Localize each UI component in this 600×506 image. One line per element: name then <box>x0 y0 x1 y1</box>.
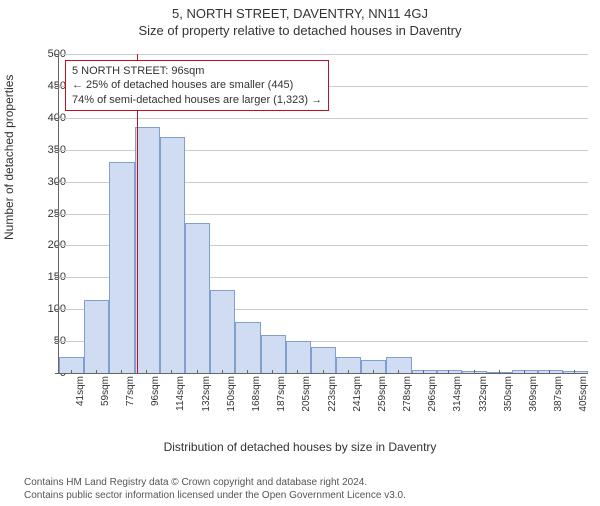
x-tick-mark <box>171 370 172 373</box>
histogram-bar <box>462 371 487 373</box>
x-tick: 77sqm <box>125 376 136 406</box>
x-tick: 314sqm <box>452 376 463 412</box>
x-tick: 168sqm <box>251 376 262 412</box>
histogram-bar <box>135 127 160 373</box>
x-tick-mark <box>574 370 575 373</box>
histogram-bar <box>235 322 260 373</box>
histogram-bar <box>336 357 361 373</box>
x-tick: 59sqm <box>100 376 111 406</box>
x-tick: 387sqm <box>553 376 564 412</box>
x-tick-mark <box>96 370 97 373</box>
x-tick-mark <box>398 370 399 373</box>
x-tick: 296sqm <box>427 376 438 412</box>
x-tick-mark <box>323 370 324 373</box>
x-tick-mark <box>71 370 72 373</box>
footer-attribution: Contains HM Land Registry data © Crown c… <box>24 477 406 502</box>
x-tick: 223sqm <box>327 376 338 412</box>
x-tick: 41sqm <box>75 376 86 406</box>
histogram-bar <box>109 162 134 373</box>
x-tick: 241sqm <box>352 376 363 412</box>
x-tick: 187sqm <box>276 376 287 412</box>
histogram-bar <box>386 357 411 373</box>
x-tick-mark <box>474 370 475 373</box>
callout-line-2: ← 25% of detached houses are smaller (44… <box>72 78 322 92</box>
x-tick: 114sqm <box>175 376 186 411</box>
chart-container: Number of detached properties 0501001502… <box>0 50 600 460</box>
x-tick: 150sqm <box>226 376 237 412</box>
histogram-bar <box>512 370 537 373</box>
x-tick-mark <box>297 370 298 373</box>
x-tick-mark <box>222 370 223 373</box>
footer-line-1: Contains HM Land Registry data © Crown c… <box>24 477 406 490</box>
x-tick-mark <box>197 370 198 373</box>
x-tick: 132sqm <box>201 376 212 412</box>
chart-page: 5, NORTH STREET, DAVENTRY, NN11 4GJ Size… <box>0 6 600 506</box>
x-tick-mark <box>499 370 500 373</box>
page-subtitle: Size of property relative to detached ho… <box>0 23 600 38</box>
footer-line-2: Contains public sector information licen… <box>24 490 406 503</box>
y-axis-label: Number of detached properties <box>2 75 16 240</box>
x-tick-mark <box>549 370 550 373</box>
histogram-bar <box>261 335 286 373</box>
histogram-bar <box>538 370 563 373</box>
x-tick-mark <box>348 370 349 373</box>
histogram-bar <box>84 300 109 373</box>
x-tick-mark <box>448 370 449 373</box>
histogram-bar <box>361 360 386 373</box>
histogram-bar <box>59 357 84 373</box>
x-axis-label: Distribution of detached houses by size … <box>0 440 600 454</box>
x-tick-mark <box>247 370 248 373</box>
x-tick-mark <box>373 370 374 373</box>
histogram-bar <box>563 371 588 373</box>
callout-line-3: 74% of semi-detached houses are larger (… <box>72 93 322 107</box>
x-tick: 350sqm <box>503 376 514 412</box>
histogram-bar <box>185 223 210 373</box>
x-tick-mark <box>524 370 525 373</box>
x-tick: 332sqm <box>478 376 489 412</box>
histogram-bar <box>412 370 437 373</box>
x-tick-mark <box>423 370 424 373</box>
page-title: 5, NORTH STREET, DAVENTRY, NN11 4GJ <box>0 6 600 21</box>
histogram-bar <box>487 372 512 373</box>
callout-line-1: 5 NORTH STREET: 96sqm <box>72 64 322 78</box>
histogram-bar <box>160 137 185 373</box>
x-tick-mark <box>272 370 273 373</box>
x-tick: 369sqm <box>528 376 539 412</box>
histogram-bar <box>437 370 462 373</box>
x-tick: 96sqm <box>150 376 161 406</box>
histogram-bar <box>210 290 235 373</box>
x-tick-mark <box>121 370 122 373</box>
x-tick: 405sqm <box>578 376 589 412</box>
x-tick: 259sqm <box>377 376 388 412</box>
x-tick: 278sqm <box>402 376 413 412</box>
x-tick: 205sqm <box>301 376 312 412</box>
callout-box: 5 NORTH STREET: 96sqm ← 25% of detached … <box>65 60 329 111</box>
x-tick-mark <box>146 370 147 373</box>
histogram-bar <box>286 341 311 373</box>
plot-area: 5 NORTH STREET: 96sqm ← 25% of detached … <box>58 54 588 374</box>
